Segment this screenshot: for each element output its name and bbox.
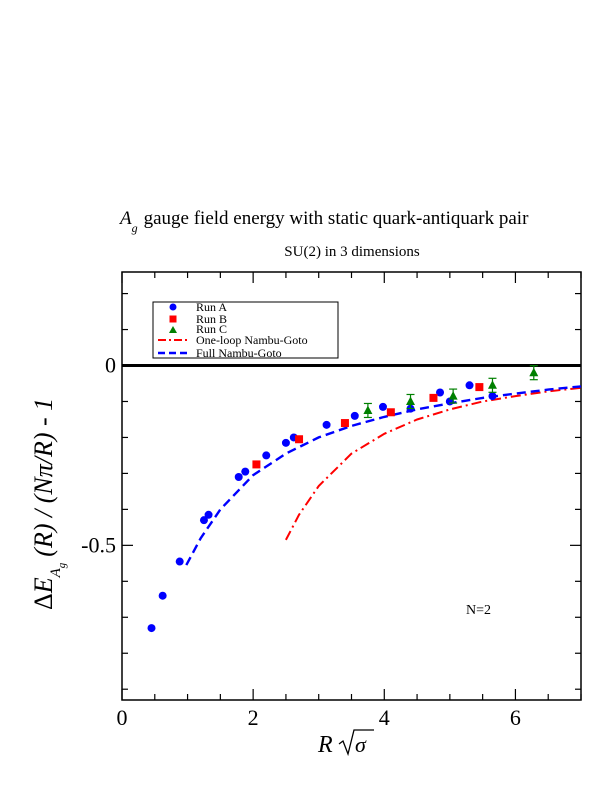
data-points (147, 365, 539, 633)
chart-subtitle: SU(2) in 3 dimensions (284, 244, 420, 260)
y-label-sub-g: g (56, 562, 68, 568)
legend-marker-run-a (169, 303, 177, 311)
tick-labels: 0 2 4 6 0 -0.5 (81, 353, 521, 730)
point-run-a (436, 388, 445, 397)
point-run-a (204, 510, 213, 519)
point-run-a (262, 451, 271, 460)
point-run-a (234, 473, 243, 482)
point-run-a (199, 516, 208, 525)
title-subscript: g (132, 221, 138, 235)
legend-box (152, 301, 339, 359)
x-tick-label: 2 (248, 705, 259, 730)
sqrt-sign-icon (338, 729, 374, 757)
point-run-a (158, 591, 167, 600)
full-nambu-goto-curve (185, 385, 582, 566)
point-run-c (487, 380, 497, 389)
point-run-c (406, 396, 416, 405)
y-label-sub-a: A (48, 567, 64, 578)
x-tick-label: 0 (117, 705, 128, 730)
title-rest: gauge field energy with static quark-ant… (144, 208, 529, 229)
y-tick-label: -0.5 (81, 532, 116, 557)
legend-label-run-a: Run A (196, 300, 227, 314)
point-run-c (529, 367, 539, 377)
x-axis-label: R σ (317, 729, 374, 758)
legend: Run A Run B Run C One-loop Nambu-Goto Fu… (152, 300, 339, 360)
legend-label-run-c: Run C (196, 322, 227, 336)
chart-title: Ag gauge field energy with static quark-a… (118, 208, 529, 235)
title-symbol: A (118, 208, 132, 229)
legend-marker-run-c (169, 326, 177, 333)
point-run-b (295, 435, 304, 444)
legend-label-full: Full Nambu-Goto (196, 346, 282, 360)
x-tick-label: 4 (379, 705, 390, 730)
point-run-a (488, 392, 497, 401)
point-run-b (475, 383, 484, 392)
point-run-b (429, 393, 438, 402)
legend-label-one-loop: One-loop Nambu-Goto (196, 333, 308, 347)
point-run-a (175, 557, 184, 566)
y-label-mid: (R) / (Nπ/R) - 1 (29, 398, 58, 557)
point-run-b (340, 419, 349, 428)
point-run-b (386, 408, 395, 417)
point-run-c (448, 391, 458, 400)
point-run-c (363, 405, 373, 414)
x-axis-label-var: R (317, 732, 333, 758)
point-run-a (281, 438, 290, 447)
point-run-a (465, 381, 474, 390)
y-tick-label: 0 (105, 353, 116, 378)
point-run-a (147, 624, 156, 633)
one-loop-nambu-goto-curve (285, 386, 582, 541)
x-axis-label-sigma: σ (355, 732, 367, 757)
x-tick-label: 6 (510, 705, 521, 730)
point-run-a (350, 411, 359, 420)
point-run-a (241, 467, 250, 476)
annotation-n2: N=2 (466, 603, 491, 618)
legend-label-run-b: Run B (196, 312, 227, 326)
y-label-e: E (29, 577, 58, 594)
y-label-delta: Δ (29, 593, 58, 610)
point-run-b (252, 460, 261, 469)
y-axis-label: ΔEAg (R) / (Nπ/R) - 1 (29, 398, 68, 610)
point-run-a (378, 402, 387, 411)
point-run-a (322, 420, 331, 429)
legend-marker-run-b (169, 315, 177, 323)
